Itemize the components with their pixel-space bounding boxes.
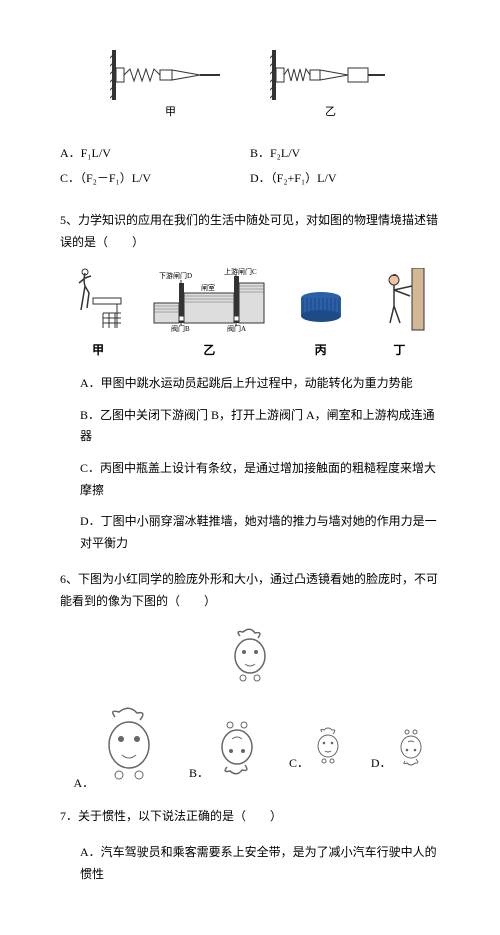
q5-label-b: 乙 xyxy=(149,341,269,358)
right-diagram-label: 乙 xyxy=(325,105,336,118)
q6-option-d: D． xyxy=(371,727,427,771)
q5-statement-c: C．丙图中瓶盖上设计有条纹，是通过增加接触面的粗糙程度来增大摩擦 xyxy=(60,458,440,501)
q5-stem: 5、力学知识的应用在我们的生活中随处可见，对如图的物理情境描述错误的是（ ） xyxy=(60,210,440,253)
q6-reference-face xyxy=(60,628,440,692)
q4-option-a: A．F₁L/V xyxy=(60,140,250,165)
q5-image-b: 下游闸门D 上游闸门C 闸室 阀门B 阀门A 乙 xyxy=(149,268,269,358)
left-diagram-label: 甲 xyxy=(165,106,176,118)
q5-image-d: 丁 xyxy=(372,268,427,358)
svg-text:下游闸门D: 下游闸门D xyxy=(159,271,192,280)
spring-diagram-left: 甲 xyxy=(110,40,230,120)
q5-label-a: 甲 xyxy=(73,341,123,358)
svg-text:上游闸门C: 上游闸门C xyxy=(224,268,257,276)
svg-text:阀门B: 阀门B xyxy=(171,324,190,333)
q5-statement-b: B．乙图中关闭下游阀门 B，打开上游阀门 A，闸室和上游构成连通器 xyxy=(60,405,440,448)
q5-image-a: 甲 xyxy=(73,268,123,358)
q6-option-a: A． xyxy=(73,707,162,791)
q5-image-c: 丙 xyxy=(296,283,346,358)
q5-images: 甲 下游闸门D 上游闸门C 闸室 阀门B 阀门A 乙 丙 丁 xyxy=(60,268,440,358)
q5-statement-a: A．甲图中跳水运动员起跳后上升过程中，动能转化为重力势能 xyxy=(60,373,440,395)
svg-text:闸室: 闸室 xyxy=(201,283,215,292)
q6-option-b: B． xyxy=(189,717,262,781)
q6-options: A． B． C． D． xyxy=(60,707,440,791)
svg-text:阀门A: 阀门A xyxy=(227,324,246,333)
q6-stem: 6、下图为小红同学的脸庞外形和大小，通过凸透镜看她的脸庞时，不可能看到的像为下图… xyxy=(60,569,440,612)
q7-stem: 7．关于惯性，以下说法正确的是（ ） xyxy=(60,806,440,828)
q5-label-d: 丁 xyxy=(372,341,427,358)
q5-statements: A．甲图中跳水运动员起跳后上升过程中，动能转化为重力势能 B．乙图中关闭下游阀门… xyxy=(60,373,440,554)
spring-diagram-right: 乙 xyxy=(270,40,390,120)
q4-option-d: D．（F₂+F₁）L/V xyxy=(250,165,440,190)
q7-statement-a: A．汽车驾驶员和乘客需要系上安全带，是为了减小汽车行驶中人的惯性 xyxy=(60,842,440,885)
q5-label-c: 丙 xyxy=(296,341,346,358)
q6-option-c: C． xyxy=(289,727,344,771)
q5-statement-d: D．丁图中小丽穿溜冰鞋推墙，她对墙的推力与墙对她的作用力是一对平衡力 xyxy=(60,511,440,554)
q4-option-c: C．（F₂－F₁）L/V xyxy=(60,165,250,190)
q4-options: A．F₁L/V B．F₂L/V C．（F₂－F₁）L/V D．（F₂+F₁）L/… xyxy=(60,140,440,190)
q4-diagram-row: 甲 乙 xyxy=(60,40,440,120)
q4-option-b: B．F₂L/V xyxy=(250,140,440,165)
